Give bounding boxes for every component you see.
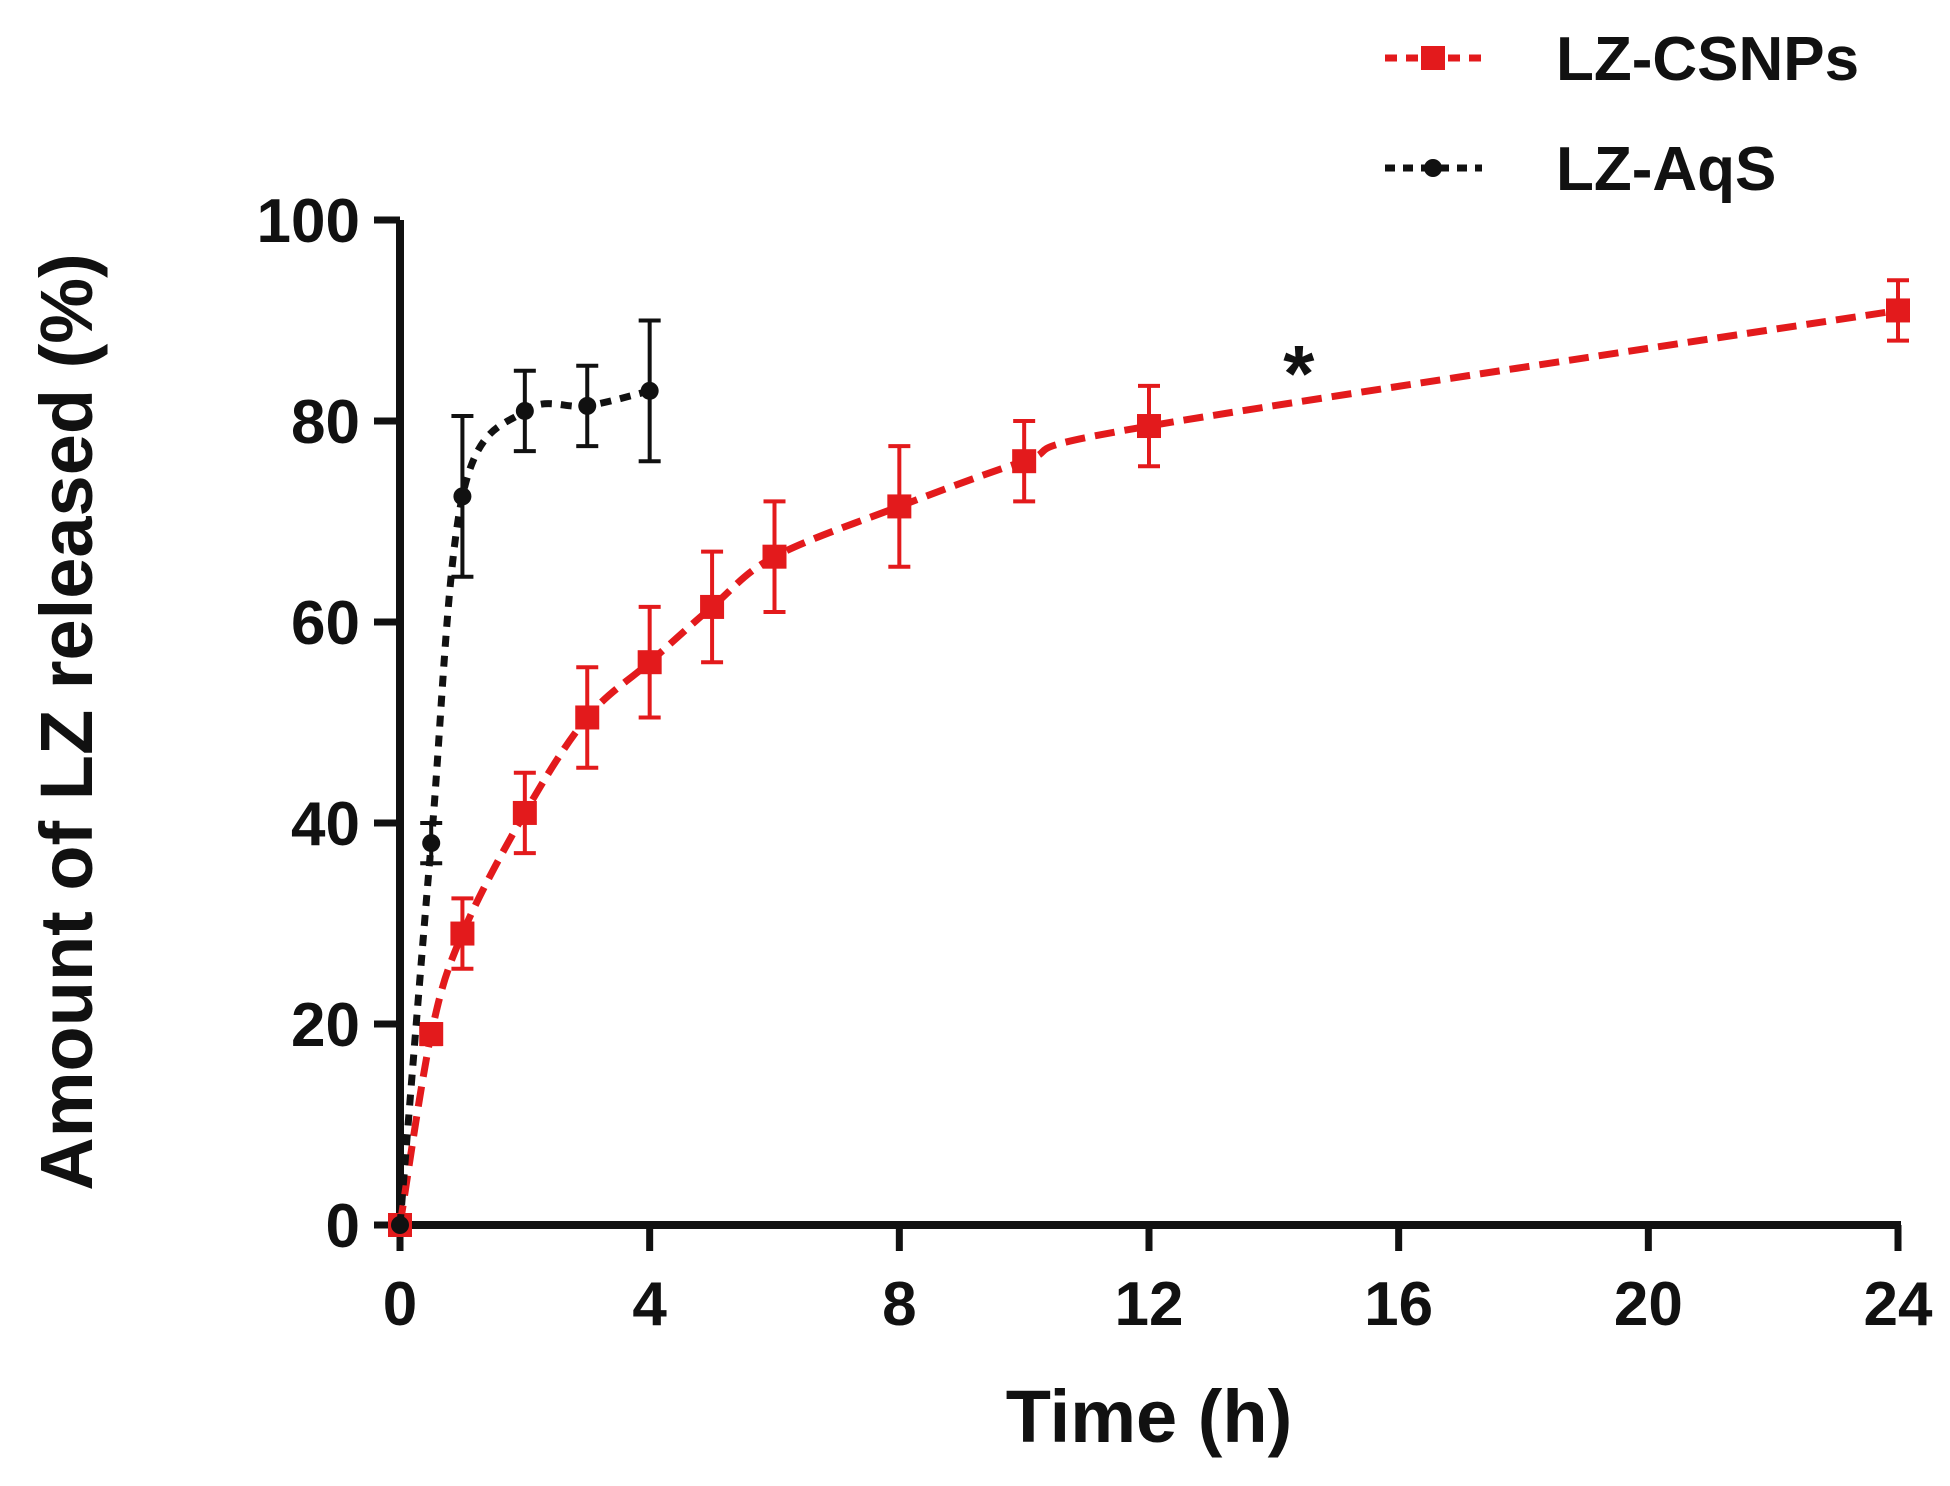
annotation-layer: * bbox=[1283, 329, 1315, 418]
legend-marker bbox=[1424, 159, 1442, 177]
y-tick-label: 80 bbox=[291, 388, 360, 457]
y-tick-label: 60 bbox=[291, 589, 360, 658]
x-tick-label: 8 bbox=[882, 1270, 916, 1339]
x-axis-title: Time (h) bbox=[1006, 1375, 1292, 1458]
series-line-lz-csnps bbox=[396, 306, 1899, 1226]
data-point bbox=[515, 401, 534, 420]
series-layer bbox=[388, 278, 1910, 1237]
y-tick-label: 0 bbox=[326, 1192, 360, 1261]
data-point bbox=[575, 705, 600, 730]
data-point bbox=[640, 381, 659, 400]
series-lz-csnps bbox=[388, 278, 1910, 1237]
y-tick-label: 100 bbox=[257, 187, 360, 256]
axes: 0 20 40 60 80 100 0 4 8 12 16 20 24 Time (h) Amount of… bbox=[25, 187, 1933, 1458]
legend: LZ-CSNPs LZ-AqS bbox=[1385, 25, 1859, 204]
y-tick-label: 40 bbox=[291, 790, 360, 859]
data-point bbox=[887, 494, 912, 519]
data-point bbox=[762, 544, 787, 569]
legend-item-lz-aqs: LZ-AqS bbox=[1385, 135, 1776, 204]
y-tick-label: 20 bbox=[291, 991, 360, 1060]
y-axis-title: Amount of LZ released (%) bbox=[25, 253, 108, 1190]
data-point bbox=[453, 487, 472, 506]
legend-label: LZ-AqS bbox=[1556, 135, 1776, 204]
data-point bbox=[637, 650, 662, 675]
x-tick-label: 4 bbox=[632, 1270, 667, 1339]
series-lz-aqs bbox=[391, 318, 661, 1234]
data-point bbox=[1886, 298, 1910, 323]
x-tick-label: 24 bbox=[1864, 1270, 1933, 1339]
data-point bbox=[700, 594, 725, 619]
data-point bbox=[391, 1216, 409, 1234]
data-point bbox=[512, 800, 537, 825]
legend-item-lz-csnps: LZ-CSNPs bbox=[1385, 25, 1859, 94]
data-point bbox=[422, 834, 441, 853]
data-point bbox=[419, 1022, 444, 1047]
legend-label: LZ-CSNPs bbox=[1556, 25, 1859, 94]
data-point bbox=[1137, 414, 1161, 439]
data-point bbox=[1012, 449, 1037, 474]
data-point bbox=[578, 396, 597, 415]
data-point bbox=[450, 921, 475, 946]
x-tick-label: 0 bbox=[383, 1270, 417, 1339]
x-tick-label: 12 bbox=[1115, 1270, 1184, 1339]
x-tick-label: 16 bbox=[1364, 1270, 1433, 1339]
significance-asterisk: * bbox=[1283, 329, 1315, 418]
legend-marker bbox=[1421, 46, 1445, 70]
x-tick-label: 20 bbox=[1614, 1270, 1683, 1339]
